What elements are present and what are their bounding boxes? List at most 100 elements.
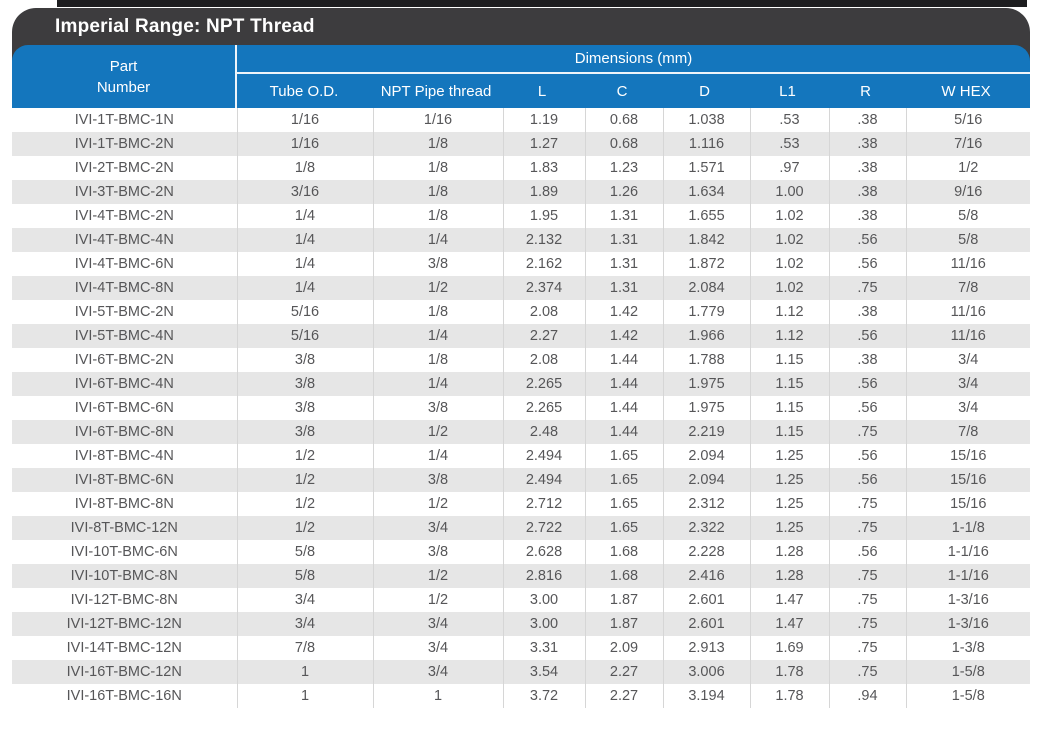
value-cell: 0.68 xyxy=(584,108,663,132)
value-cell: .75 xyxy=(828,612,906,636)
value-cell: 2.162 xyxy=(502,252,585,276)
value-cell: 3/8 xyxy=(236,420,373,444)
value-cell: 1.44 xyxy=(584,420,663,444)
value-cell: 1.31 xyxy=(584,276,663,300)
value-cell: 1.42 xyxy=(584,300,663,324)
value-cell: 1.19 xyxy=(502,108,585,132)
value-cell: .38 xyxy=(828,132,906,156)
value-cell: 7/8 xyxy=(236,636,373,660)
value-cell: 1.842 xyxy=(662,228,750,252)
value-cell: 1/2 xyxy=(372,420,503,444)
part-number-cell: IVI-2T-BMC-2N xyxy=(74,160,174,176)
value-cell: .56 xyxy=(828,540,906,564)
value-cell: 2.601 xyxy=(662,588,750,612)
table-row: IVI-4T-BMC-8N 1/4 1/2 2.374 1.31 2.084 1.02.75… xyxy=(12,276,1030,300)
table-row: IVI-6T-BMC-2N 3/8 1/8 2.08 1.44 1.788 1.15.38 3… xyxy=(12,348,1030,372)
value-cell: 1/4 xyxy=(236,204,373,228)
value-cell: 5/16 xyxy=(905,108,1030,132)
value-cell: 1/2 xyxy=(236,492,373,516)
value-cell: 3/4 xyxy=(905,372,1030,396)
value-cell: 3.194 xyxy=(662,684,750,708)
value-cell: 2.265 xyxy=(502,372,585,396)
value-cell: 2.08 xyxy=(502,300,585,324)
top-edge-strip xyxy=(57,0,1027,7)
value-cell: 3/4 xyxy=(905,396,1030,420)
table-title: Imperial Range: NPT Thread xyxy=(55,15,315,37)
value-cell: 2.09 xyxy=(584,636,663,660)
value-cell: 3.00 xyxy=(502,588,585,612)
column-header-label: C xyxy=(616,82,628,100)
value-cell: 1/8 xyxy=(372,156,503,180)
value-cell: 2.084 xyxy=(662,276,750,300)
value-cell: 2.312 xyxy=(662,492,750,516)
value-cell: 3/4 xyxy=(372,660,503,684)
value-cell: 1.47 xyxy=(749,588,829,612)
value-cell: .38 xyxy=(828,108,906,132)
value-cell: 3/4 xyxy=(905,348,1030,372)
value-cell: 1.15 xyxy=(749,372,829,396)
value-cell: 1/4 xyxy=(372,228,503,252)
value-cell: 15/16 xyxy=(905,444,1030,468)
column-header-label: L xyxy=(537,82,547,100)
value-cell: 1.78 xyxy=(749,660,829,684)
value-cell: 3/8 xyxy=(372,252,503,276)
value-cell: 1/16 xyxy=(236,132,373,156)
value-cell: .56 xyxy=(828,396,906,420)
value-cell: 1/2 xyxy=(236,444,373,468)
value-cell: 3/8 xyxy=(372,468,503,492)
value-cell: 2.48 xyxy=(502,420,585,444)
table-row: IVI-6T-BMC-8N 3/8 1/2 2.48 1.44 2.219 1.15.75 7… xyxy=(12,420,1030,444)
dimensions-header: Dimensions (mm) xyxy=(237,45,1030,74)
value-cell: 1.975 xyxy=(662,372,750,396)
part-number-cell: IVI-12T-BMC-12N xyxy=(66,616,182,632)
table-row: IVI-16T-BMC-12N 1 3/4 3.54 2.27 3.006 1.78.75 1… xyxy=(12,660,1030,684)
table-row: IVI-4T-BMC-2N 1/4 1/8 1.95 1.31 1.655 1.02.38 5… xyxy=(12,204,1030,228)
value-cell: 3/8 xyxy=(372,540,503,564)
table-row: IVI-8T-BMC-4N 1/2 1/4 2.494 1.65 2.094 1.25.56… xyxy=(12,444,1030,468)
table-row: IVI-1T-BMC-1N 1/16 1/16 1.19 0.68 1.038.53.38… xyxy=(12,108,1030,132)
value-cell: 1/8 xyxy=(372,204,503,228)
value-cell: 1-1/16 xyxy=(905,540,1030,564)
value-cell: .56 xyxy=(828,372,906,396)
part-number-cell: IVI-8T-BMC-8N xyxy=(74,496,174,512)
table-row: IVI-1T-BMC-2N 1/16 1/8 1.27 0.68 1.116.53.38 7… xyxy=(12,132,1030,156)
value-cell: 1/2 xyxy=(372,276,503,300)
value-cell: 2.094 xyxy=(662,444,750,468)
column-header-label: W HEX xyxy=(941,82,991,100)
value-cell: 1.038 xyxy=(662,108,750,132)
value-cell: 3/8 xyxy=(372,396,503,420)
value-cell: 1-1/16 xyxy=(905,564,1030,588)
part-number-cell: IVI-5T-BMC-2N xyxy=(74,304,174,320)
value-cell: 15/16 xyxy=(905,492,1030,516)
part-number-cell: IVI-8T-BMC-4N xyxy=(74,448,174,464)
value-cell: .75 xyxy=(828,636,906,660)
table-row: IVI-8T-BMC-6N 1/2 3/8 2.494 1.65 2.094 1.25.56… xyxy=(12,468,1030,492)
table-row: IVI-10T-BMC-8N 5/8 1/2 2.816 1.68 2.416 1.28.7… xyxy=(12,564,1030,588)
value-cell: 1.788 xyxy=(662,348,750,372)
value-cell: 2.228 xyxy=(662,540,750,564)
value-cell: 1.31 xyxy=(584,204,663,228)
value-cell: 1.89 xyxy=(502,180,585,204)
value-cell: 1/2 xyxy=(236,516,373,540)
part-number-cell: IVI-1T-BMC-2N xyxy=(74,136,174,152)
value-cell: 2.494 xyxy=(502,444,585,468)
column-header: Part Number Dimensions (mm) Tube O.D. NPT… xyxy=(12,45,1030,108)
value-cell: 7/8 xyxy=(905,420,1030,444)
column-header-label: NPT Pipe thread xyxy=(380,82,492,100)
value-cell: 1-3/16 xyxy=(905,588,1030,612)
table-row: IVI-4T-BMC-6N 1/4 3/8 2.162 1.31 1.872 1.02.56… xyxy=(12,252,1030,276)
table-row: IVI-2T-BMC-2N 1/8 1/8 1.83 1.23 1.571.97.38 1/… xyxy=(12,156,1030,180)
value-cell: 1-5/8 xyxy=(905,684,1030,708)
value-cell: 2.094 xyxy=(662,468,750,492)
value-cell: 2.322 xyxy=(662,516,750,540)
value-cell: .75 xyxy=(828,564,906,588)
part-number-cell: IVI-14T-BMC-12N xyxy=(66,640,182,656)
value-cell: 1/2 xyxy=(372,564,503,588)
value-cell: 1/8 xyxy=(372,132,503,156)
value-cell: 5/8 xyxy=(236,564,373,588)
value-cell: 3.006 xyxy=(662,660,750,684)
part-number-cell: IVI-1T-BMC-1N xyxy=(74,112,174,128)
value-cell: 1.779 xyxy=(662,300,750,324)
value-cell: 1/16 xyxy=(236,108,373,132)
part-number-cell: IVI-6T-BMC-2N xyxy=(74,352,174,368)
